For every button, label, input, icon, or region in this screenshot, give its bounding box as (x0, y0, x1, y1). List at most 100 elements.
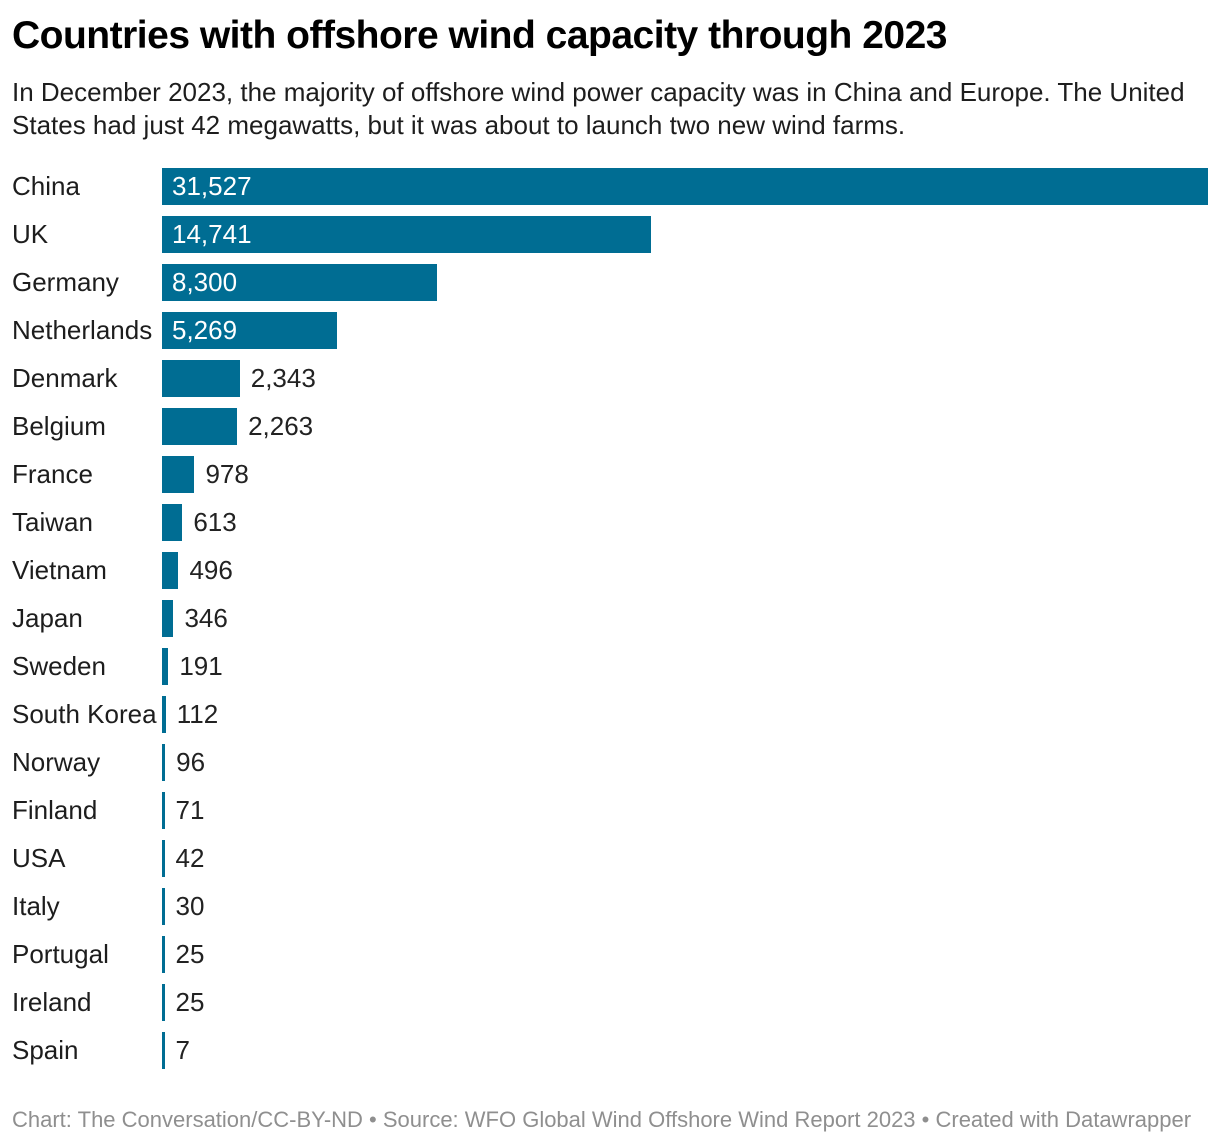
category-label: Vietnam (12, 554, 107, 585)
bar (162, 551, 179, 589)
category-label: France (12, 458, 93, 489)
bar-row: Netherlands 5,269 (12, 306, 1208, 354)
bar (162, 935, 165, 973)
category-label: Netherlands (12, 314, 153, 345)
bar-area: 191 (162, 647, 1208, 685)
bar (162, 647, 169, 685)
category-label: USA (12, 842, 66, 873)
bar-area: 14,741 (162, 215, 1208, 253)
bar-row: USA 42 (12, 834, 1208, 882)
bar-row: China 31,527 (12, 162, 1208, 210)
bar-area: 5,269 (162, 311, 1208, 349)
bar-row: South Korea 112 (12, 690, 1208, 738)
bar (162, 839, 165, 877)
category-label: Germany (12, 266, 119, 297)
bar-chart: China 31,527 UK 14,741 Germany 8,300 Netherlan… (0, 162, 1220, 1074)
bar (162, 743, 166, 781)
chart-footer: Chart: The Conversation/CC-BY-ND • Sourc… (12, 1107, 1192, 1132)
bar (162, 359, 240, 397)
category-label: South Korea (12, 698, 157, 729)
chart-title: Countries with offshore wind capacity th… (12, 14, 947, 57)
category-label: Ireland (12, 986, 92, 1017)
category-label: UK (12, 218, 49, 249)
value-label: 2,343 (250, 362, 316, 393)
bar-row: Spain 7 (12, 1026, 1208, 1074)
value-label: 978 (205, 458, 249, 489)
category-label: Sweden (12, 650, 106, 681)
value-label: 30 (175, 890, 205, 921)
category-label: Italy (12, 890, 60, 921)
bar-area: 978 (162, 455, 1208, 493)
value-label: 71 (175, 794, 205, 825)
bar-area: 71 (162, 791, 1208, 829)
bar-row: Norway 96 (12, 738, 1208, 786)
bar-row: Japan 346 (12, 594, 1208, 642)
bar-row: Taiwan 613 (12, 498, 1208, 546)
value-label: 2,263 (248, 410, 314, 441)
bar (162, 887, 165, 925)
chart-subtitle: In December 2023, the majority of offsho… (12, 77, 1185, 140)
bar-area: 346 (162, 599, 1208, 637)
bar-area: 112 (162, 695, 1208, 733)
bar-area: 2,263 (162, 407, 1208, 445)
value-label: 346 (184, 602, 228, 633)
bar (162, 599, 174, 637)
bar (162, 455, 195, 493)
bar-area: 8,300 (162, 263, 1208, 301)
bar-area: 25 (162, 983, 1208, 1021)
value-label: 191 (179, 650, 223, 681)
bar-row: UK 14,741 (12, 210, 1208, 258)
bar-row: Italy 30 (12, 882, 1208, 930)
bar (162, 1031, 165, 1069)
category-label: Finland (12, 794, 98, 825)
bar-area: 613 (162, 503, 1208, 541)
value-label: 7 (175, 1034, 190, 1065)
bar-area: 42 (162, 839, 1208, 877)
bar-row: Sweden 191 (12, 642, 1208, 690)
bar-row: Vietnam 496 (12, 546, 1208, 594)
value-label: 112 (176, 698, 219, 729)
value-label: 14,741 (172, 218, 252, 249)
category-label: Spain (12, 1034, 79, 1065)
bar (162, 695, 166, 733)
bar-area: 25 (162, 935, 1208, 973)
bar-area: 96 (162, 743, 1208, 781)
value-label: 496 (189, 554, 233, 585)
category-label: Belgium (12, 410, 106, 441)
bar-area: 496 (162, 551, 1208, 589)
bar (162, 215, 652, 253)
bar-row: Denmark 2,343 (12, 354, 1208, 402)
value-label: 8,300 (172, 266, 238, 297)
bar-row: Belgium 2,263 (12, 402, 1208, 450)
bar (162, 983, 165, 1021)
value-label: 31,527 (172, 170, 252, 201)
bar-area: 30 (162, 887, 1208, 925)
value-label: 613 (193, 506, 237, 537)
bar-row: Germany 8,300 (12, 258, 1208, 306)
bar-row: Finland 71 (12, 786, 1208, 834)
bar (162, 407, 238, 445)
category-label: Taiwan (12, 506, 93, 537)
bar (162, 311, 337, 349)
category-label: Japan (12, 602, 83, 633)
bar (162, 263, 438, 301)
value-label: 42 (175, 842, 205, 873)
category-label: Norway (12, 746, 101, 777)
value-label: 96 (176, 746, 206, 777)
category-label: Denmark (12, 362, 118, 393)
chart-header: Countries with offshore wind capacity th… (0, 0, 1220, 142)
bar (162, 503, 183, 541)
bar (162, 167, 1208, 205)
value-label: 25 (175, 986, 205, 1017)
bar-row: Ireland 25 (12, 978, 1208, 1026)
bar (162, 791, 165, 829)
category-label: China (12, 170, 80, 201)
bar-area: 2,343 (162, 359, 1208, 397)
category-label: Portugal (12, 938, 109, 969)
bar-area: 7 (162, 1031, 1208, 1069)
value-label: 5,269 (172, 314, 238, 345)
bar-row: Portugal 25 (12, 930, 1208, 978)
bar-area: 31,527 (162, 167, 1208, 205)
bar-row: France 978 (12, 450, 1208, 498)
value-label: 25 (175, 938, 205, 969)
